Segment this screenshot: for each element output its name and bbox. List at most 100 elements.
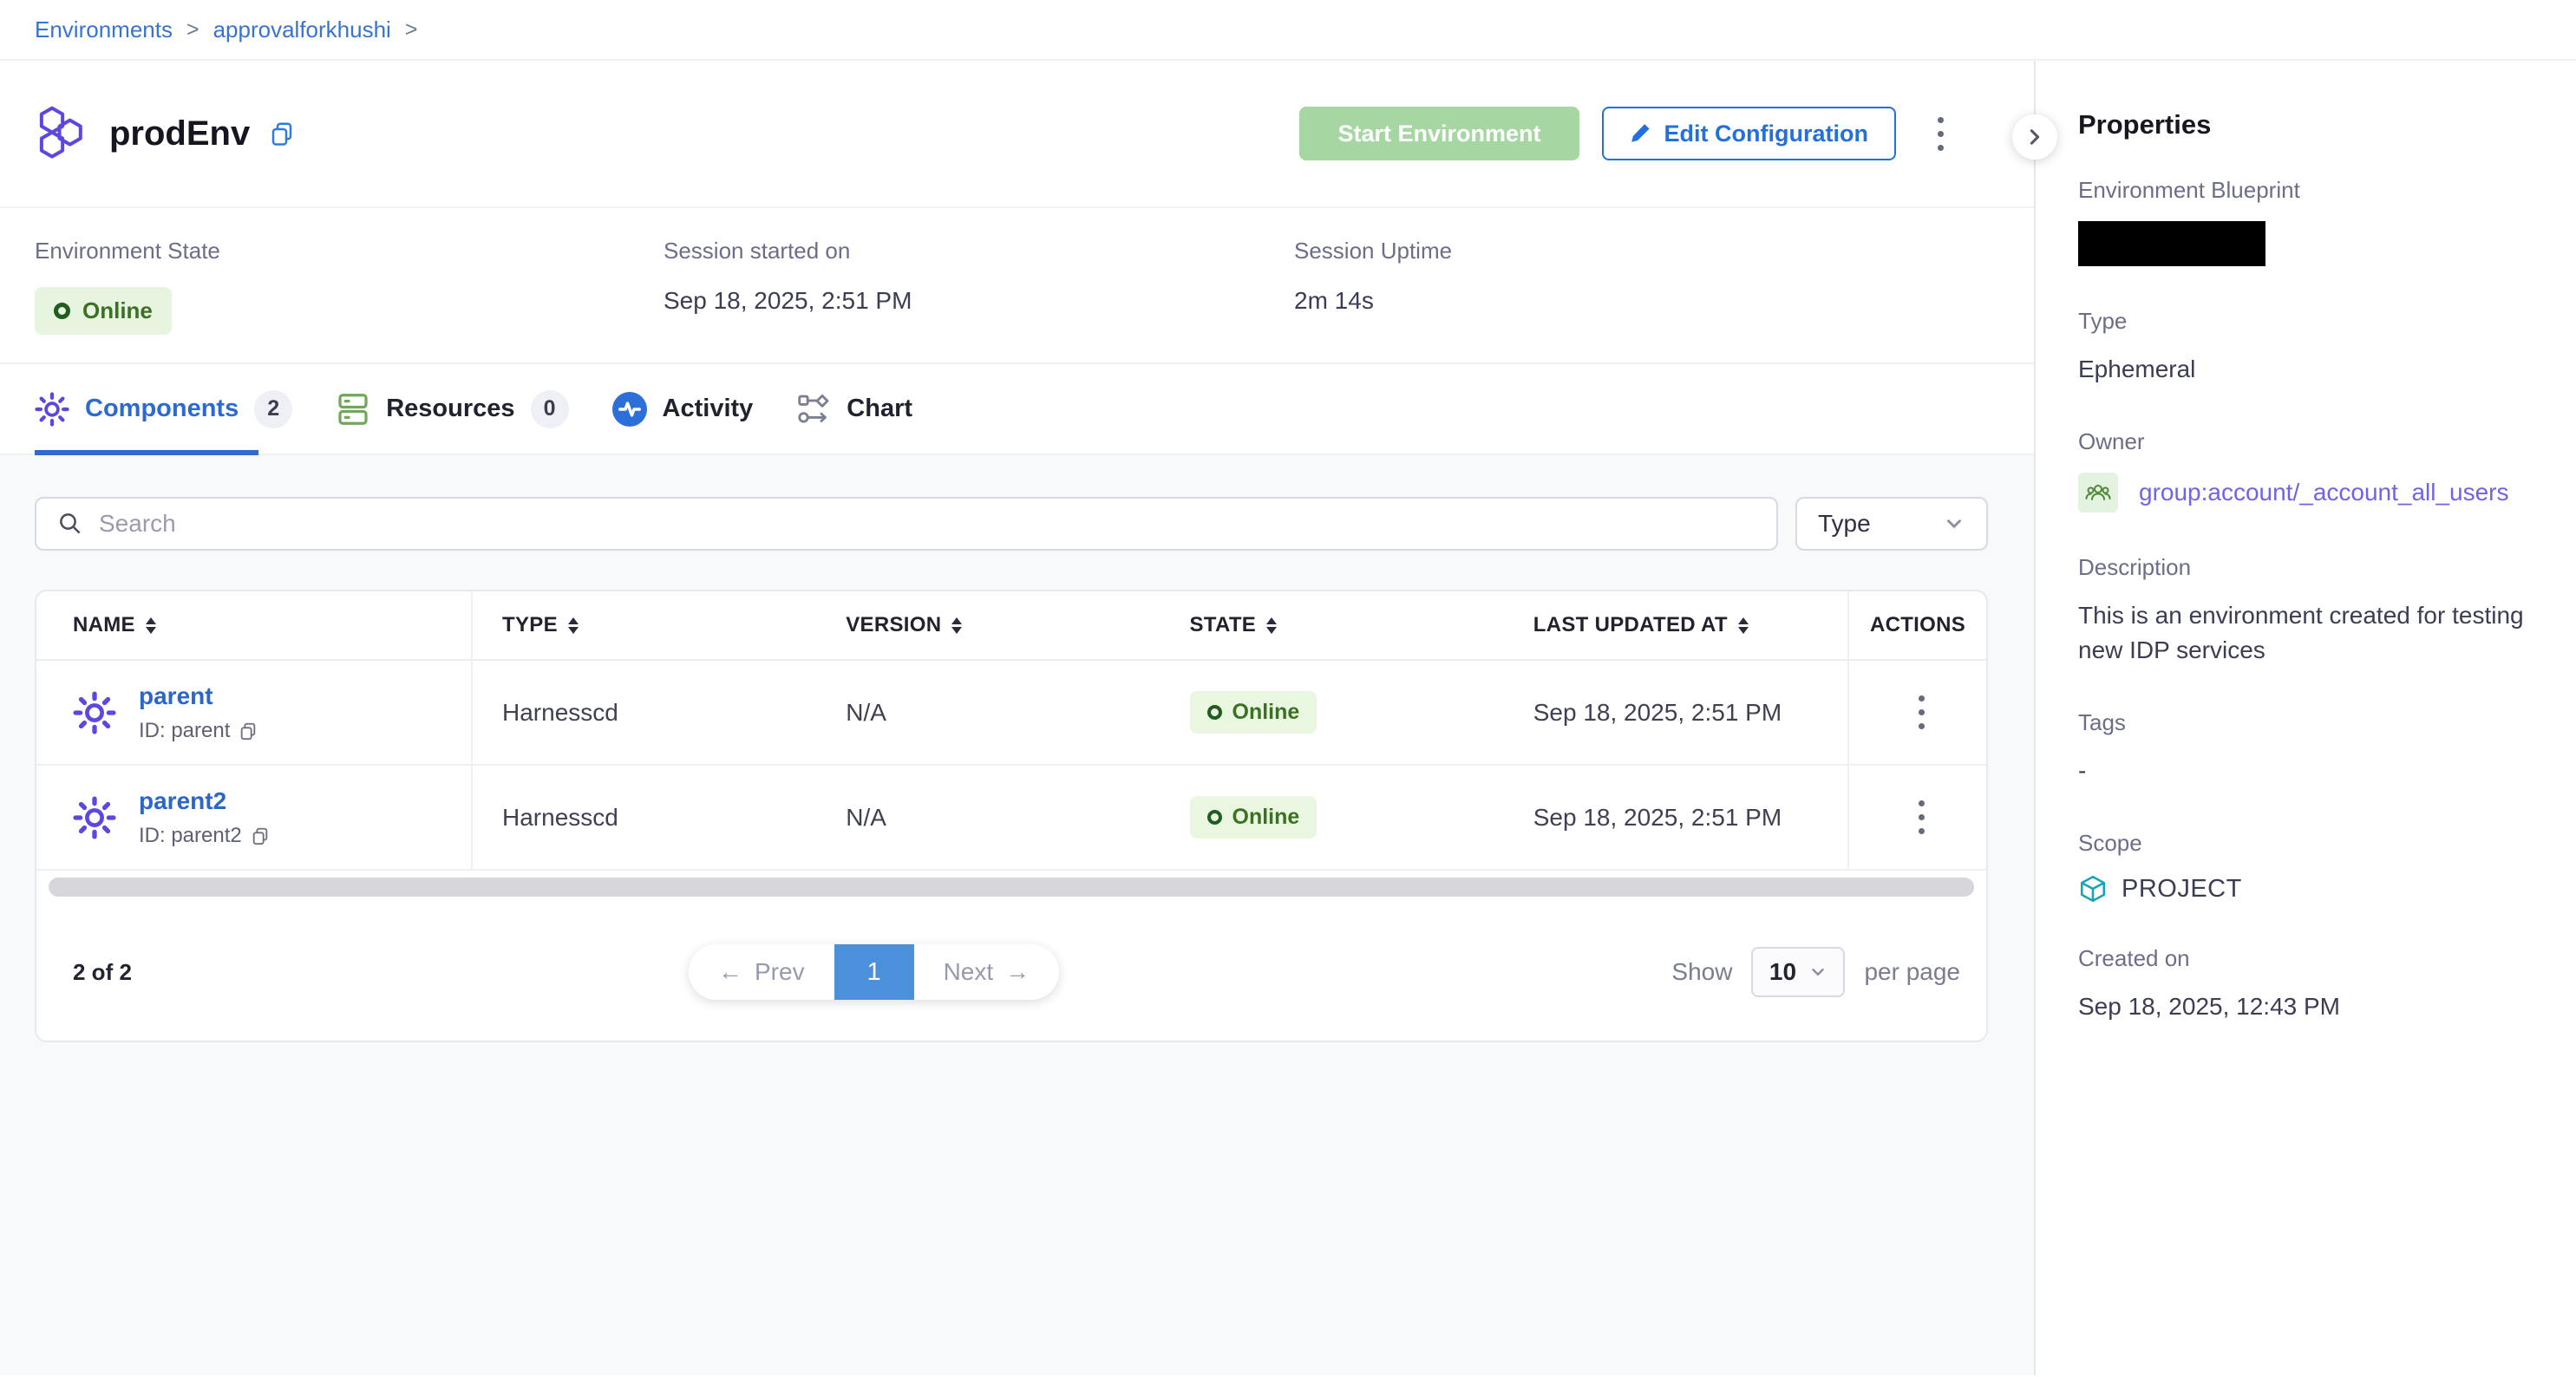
description-value: This is an environment created for testi… bbox=[2078, 602, 2524, 663]
version-cell: N/A bbox=[846, 698, 886, 726]
sort-icon bbox=[567, 617, 579, 634]
row-count-summary: 2 of 2 bbox=[73, 958, 132, 985]
gear-icon bbox=[73, 690, 116, 734]
show-label: Show bbox=[1671, 958, 1733, 985]
edit-configuration-button[interactable]: Edit Configuration bbox=[1601, 107, 1896, 160]
resources-icon bbox=[338, 393, 368, 425]
tags-value: - bbox=[2078, 757, 2087, 784]
blueprint-label: Environment Blueprint bbox=[2078, 177, 2300, 203]
type-label: Type bbox=[2078, 308, 2128, 334]
blueprint-value-redacted bbox=[2078, 221, 2265, 266]
state-cell: Online bbox=[1161, 796, 1504, 839]
breadcrumb-link-project[interactable]: approvalforkhushi bbox=[212, 16, 391, 42]
tab-resources[interactable]: Resources 0 bbox=[336, 389, 569, 428]
session-uptime-label: Session Uptime bbox=[1294, 238, 1453, 264]
blueprint-property: Environment Blueprint bbox=[2078, 177, 2541, 266]
column-header-type[interactable]: TYPE bbox=[473, 613, 816, 637]
type-property: Type Ephemeral bbox=[2078, 308, 2541, 387]
actions-cell bbox=[1847, 661, 1986, 764]
resources-count-badge: 0 bbox=[530, 389, 569, 428]
online-ring-icon bbox=[54, 303, 70, 319]
activity-icon bbox=[611, 391, 647, 427]
page-size-dropdown[interactable]: 10 bbox=[1751, 947, 1846, 997]
description-property: Description This is an environment creat… bbox=[2078, 554, 2541, 668]
column-header-last-updated[interactable]: LAST UPDATED AT bbox=[1504, 613, 1847, 637]
scope-property: Scope PROJECT bbox=[2078, 830, 2541, 904]
filters-row: Type bbox=[35, 497, 1988, 551]
page-size-control: Show 10 per page bbox=[1671, 947, 1960, 997]
more-options-button[interactable] bbox=[1925, 108, 1956, 160]
scope-label: Scope bbox=[2078, 830, 2142, 856]
sort-icon bbox=[1737, 617, 1749, 634]
state-cell: Online bbox=[1161, 691, 1504, 734]
chevron-down-icon bbox=[1812, 969, 1824, 976]
search-input[interactable] bbox=[99, 510, 1755, 538]
search-box bbox=[35, 497, 1778, 551]
component-name-link[interactable]: parent bbox=[139, 682, 213, 709]
created-on-value: Sep 18, 2025, 12:43 PM bbox=[2078, 993, 2340, 1020]
current-page-button[interactable]: 1 bbox=[834, 944, 914, 1000]
horizontal-scrollbar-thumb[interactable] bbox=[49, 878, 1974, 897]
active-tab-underline bbox=[35, 450, 258, 455]
next-page-button[interactable]: Next → bbox=[914, 944, 1060, 1000]
arrow-left-icon: ← bbox=[718, 958, 742, 985]
type-filter-label: Type bbox=[1818, 510, 1871, 537]
name-cell: parent2 ID: parent2 bbox=[36, 766, 473, 869]
environment-hexagons-icon bbox=[35, 106, 90, 161]
last-updated-cell: Sep 18, 2025, 2:51 PM bbox=[1533, 803, 1782, 831]
copy-id-button[interactable] bbox=[239, 721, 258, 741]
owner-label: Owner bbox=[2078, 428, 2145, 454]
breadcrumb-separator: > bbox=[404, 16, 418, 42]
tab-components[interactable]: Components 2 bbox=[35, 389, 293, 428]
components-count-badge: 2 bbox=[254, 389, 293, 428]
name-cell: parent ID: parent bbox=[36, 661, 473, 764]
environment-state-label: Environment State bbox=[35, 238, 220, 264]
breadcrumb: Environments > approvalforkhushi > bbox=[0, 0, 2576, 61]
chart-icon bbox=[798, 394, 829, 423]
column-header-name[interactable]: NAME bbox=[36, 591, 473, 659]
prev-page-button[interactable]: ← Prev bbox=[689, 944, 834, 1000]
row-actions-button[interactable] bbox=[1906, 792, 1937, 843]
component-id: ID: parent bbox=[139, 718, 231, 742]
tab-components-label: Components bbox=[85, 395, 239, 422]
sort-icon bbox=[951, 617, 963, 634]
properties-title: Properties bbox=[2078, 109, 2212, 140]
pencil-icon bbox=[1631, 124, 1650, 142]
session-uptime-value: 2m 14s bbox=[1294, 287, 1374, 314]
row-actions-button[interactable] bbox=[1906, 687, 1937, 738]
type-filter-dropdown[interactable]: Type bbox=[1795, 497, 1988, 551]
owner-property: Owner group:account/_account_all_users bbox=[2078, 428, 2541, 512]
tab-bar: Components 2 Resources 0 bbox=[0, 364, 2034, 455]
cube-icon bbox=[2080, 875, 2106, 903]
edit-configuration-label: Edit Configuration bbox=[1664, 120, 1868, 147]
page-title: prodEnv bbox=[109, 114, 251, 153]
tab-activity-label: Activity bbox=[662, 395, 754, 422]
horizontal-scrollbar bbox=[36, 871, 1986, 904]
actions-cell bbox=[1847, 766, 1986, 869]
tags-label: Tags bbox=[2078, 709, 2126, 735]
table-header-row: NAME TYPE VERSION STATE bbox=[36, 591, 1986, 661]
collapse-panel-button[interactable] bbox=[2012, 114, 2057, 160]
component-id: ID: parent2 bbox=[139, 823, 242, 847]
sort-icon bbox=[1266, 617, 1278, 634]
copy-title-button[interactable] bbox=[269, 121, 295, 147]
per-page-label: per page bbox=[1864, 958, 1960, 985]
column-header-state[interactable]: STATE bbox=[1161, 613, 1504, 637]
start-environment-button[interactable]: Start Environment bbox=[1299, 107, 1579, 160]
properties-panel: Properties Environment Blueprint Type Ep… bbox=[2012, 61, 2576, 1375]
breadcrumb-link-environments[interactable]: Environments bbox=[35, 16, 173, 42]
session-started-label: Session started on bbox=[664, 238, 851, 264]
tab-chart[interactable]: Chart bbox=[796, 392, 912, 427]
column-header-version[interactable]: VERSION bbox=[816, 613, 1160, 637]
environment-overview: Environment State Online Session started… bbox=[0, 208, 2034, 364]
created-on-property: Created on Sep 18, 2025, 12:43 PM bbox=[2078, 945, 2541, 1024]
pagination: ← Prev 1 Next → bbox=[689, 944, 1060, 1000]
copy-id-button[interactable] bbox=[251, 826, 270, 845]
tab-activity[interactable]: Activity bbox=[611, 391, 754, 427]
chevron-down-icon bbox=[1947, 519, 1961, 529]
component-name-link[interactable]: parent2 bbox=[139, 786, 227, 814]
components-tab-content: Type NAME TYPE bbox=[0, 455, 2034, 1375]
gear-icon bbox=[35, 391, 69, 427]
owner-group-link[interactable]: group:account/_account_all_users bbox=[2139, 479, 2509, 506]
created-on-label: Created on bbox=[2078, 945, 2190, 971]
